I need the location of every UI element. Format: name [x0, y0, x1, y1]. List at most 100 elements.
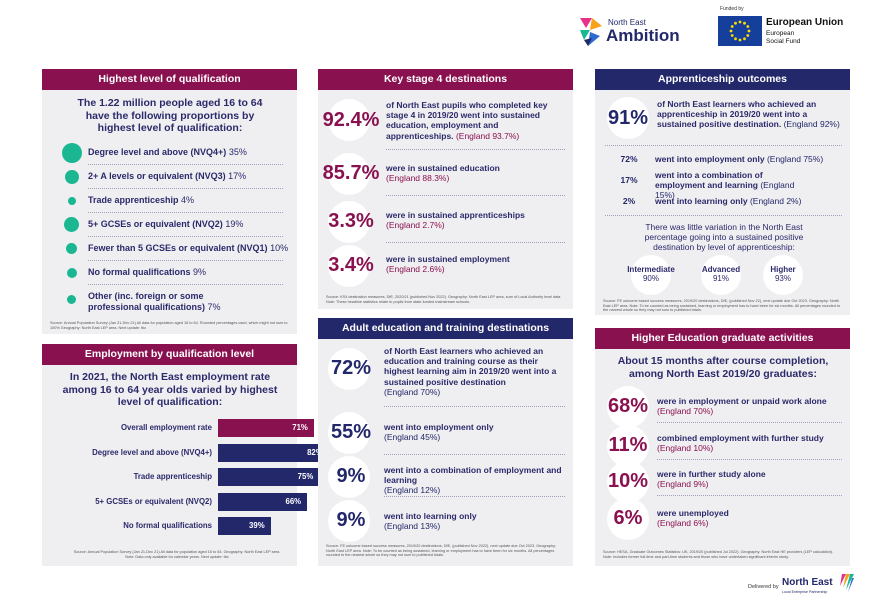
apprenticeship-panel: Apprenticeship outcomes 91% of North Eas…	[595, 69, 850, 315]
eu-sub2: Social Fund	[766, 38, 801, 45]
bar-label: 5+ GCSEs or equivalent (NVQ2)	[95, 496, 212, 506]
he-text: were unemployed (England 6%)	[657, 508, 729, 529]
divider	[386, 149, 565, 150]
stat-circle	[328, 348, 370, 390]
ks4-text: of North East pupils who completed key s…	[386, 100, 548, 141]
bar-label: No formal qualifications	[123, 521, 212, 530]
bar-value-label: 71%	[292, 423, 308, 432]
qual-row: Trade apprenticeship 4%	[42, 189, 297, 213]
funded-by-label: Funded by	[720, 6, 744, 12]
he-panel: Higher Education graduate activities Abo…	[595, 328, 850, 566]
qual-row: No formal qualifications 9%	[42, 261, 297, 285]
divider	[657, 459, 842, 460]
divider	[88, 284, 283, 285]
qual-row: Other (inc. foreign or some professional…	[42, 289, 297, 317]
he-text: combined employment with further study (E…	[657, 433, 824, 454]
qualification-intro: The 1.22 million people aged 16 to 64 ha…	[77, 97, 263, 134]
ne-lep-label: North East	[782, 577, 833, 588]
employment-title: Employment by qualification level	[42, 344, 297, 365]
adult-text: of North East learners who achieved an e…	[384, 346, 557, 397]
stat-circle	[328, 412, 370, 454]
ks4-stat: 3.4%	[328, 254, 374, 276]
bar: 71%	[218, 419, 314, 437]
stat-circle	[607, 461, 649, 503]
adult-stat: 9%	[336, 465, 366, 487]
bar-label: Overall employment rate	[120, 423, 212, 432]
ambition-small-label: North East	[608, 18, 646, 27]
qual-dot	[65, 170, 79, 184]
qual-dot	[62, 143, 82, 163]
qual-row: 5+ GCSEs or equivalent (NVQ2) 19%	[42, 213, 297, 237]
stat-circle	[328, 153, 370, 195]
divider	[384, 454, 565, 455]
bar-value-label: 75%	[297, 472, 314, 481]
bar-row: Overall employment rate 71%	[42, 418, 314, 438]
divider	[88, 236, 283, 237]
apprenticeship-lead-text: of North East learners who achieved an a…	[657, 99, 840, 130]
stat-circle	[328, 456, 370, 498]
qual-text: Trade apprenticeship 4%	[88, 195, 195, 205]
bar-row: 5+ GCSEs or equivalent (NVQ2) 66%	[42, 492, 308, 512]
apprenticeship-level: Intermediate 90%	[627, 265, 675, 283]
qual-dot	[66, 243, 77, 254]
ks4-stat: 92.4%	[322, 109, 380, 131]
divider	[605, 145, 842, 146]
qualification-panel: Highest level of qualification The 1.22 …	[42, 69, 297, 334]
apprenticeship-variation: There was little variation in the North …	[644, 222, 804, 253]
he-text: were in employment or unpaid work alone(…	[657, 396, 827, 417]
he-intro: About 15 months after course completion,…	[617, 355, 829, 380]
divider	[605, 215, 842, 216]
divider	[88, 260, 283, 261]
delivered-by-label: Delivered by	[748, 584, 779, 590]
ks4-text: were in sustained apprenticeships (Englan…	[386, 210, 525, 231]
adult-text: went into a combination of employment an…	[384, 465, 562, 496]
stat-circle	[328, 245, 370, 287]
north-east-ambition-logo: North East Ambition	[578, 16, 698, 48]
adult-stat: 9%	[336, 509, 366, 531]
divider	[88, 164, 283, 165]
qual-text: Fewer than 5 GCSEs or equivalent (NVQ1) …	[88, 243, 289, 253]
ks4-stat: 85.7%	[322, 162, 380, 184]
divider	[88, 188, 283, 189]
bar-value-label: 82%	[307, 447, 323, 457]
he-source: Source: HESA, Graduate Outcomes Statisti…	[603, 550, 834, 559]
ks4-title: Key stage 4 destinations	[318, 69, 573, 90]
qual-row: 2+ A levels or equivalent (NVQ3) 17%	[42, 165, 297, 189]
divider	[657, 495, 842, 496]
adult-stat: 55%	[330, 421, 372, 443]
apprenticeship-stat: 17%	[620, 175, 638, 185]
divider	[657, 422, 842, 423]
level-circle	[701, 255, 741, 295]
bar-label: Trade apprenticeship	[133, 472, 212, 481]
adult-panel: Adult education and training destination…	[318, 318, 573, 566]
apprenticeship-level: Advanced 91%	[701, 265, 741, 283]
bar: 66%	[218, 492, 308, 511]
he-stat: 10%	[607, 470, 649, 492]
bar-value-label: 66%	[285, 496, 302, 506]
employment-intro: In 2021, the North East employment rate …	[62, 371, 278, 408]
he-stat: 11%	[608, 434, 648, 456]
divider	[386, 242, 565, 243]
adult-stat: 72%	[330, 357, 372, 379]
ks4-text: were in sustained employment (England 2.6…	[386, 254, 510, 275]
apprenticeship-source: Source: FE outcome based success measure…	[603, 299, 841, 313]
bar: 39%	[218, 517, 271, 535]
bar: 82%	[218, 443, 329, 462]
stat-circle	[607, 425, 649, 467]
ne-lep-sublabel: Local Enterprise Partnership	[782, 590, 828, 594]
he-text: were in further study alone (England 9%)	[657, 469, 766, 490]
ne-lep-mark-icon	[840, 574, 854, 592]
apprenticeship-text: went into employment only (England 75%)	[655, 154, 824, 164]
qualification-source: Source: Annual Population Survey (Jan 21…	[50, 321, 288, 330]
qual-row: Fewer than 5 GCSEs or equivalent (NVQ1) …	[42, 237, 297, 261]
he-stat: 6%	[613, 507, 643, 529]
ambition-label: Ambition	[606, 26, 680, 45]
level-circle	[631, 255, 671, 295]
bar-value-label: 39%	[249, 521, 265, 530]
bar-row: No formal qualifications 39%	[42, 516, 297, 536]
ks4-stat: 3.3%	[328, 210, 374, 232]
qual-dot	[64, 217, 79, 232]
qualification-title: Highest level of qualification	[42, 69, 297, 90]
adult-text: went into learning only (England 13%)	[384, 511, 477, 532]
qual-row: Degree level and above (NVQ4+) 35%	[42, 141, 297, 165]
